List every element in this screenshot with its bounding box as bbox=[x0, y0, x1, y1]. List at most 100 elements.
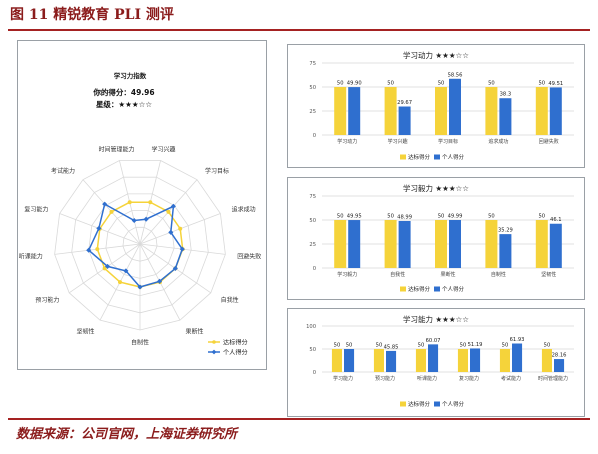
bar-standard bbox=[535, 220, 548, 268]
bar-category-label: 学习兴趣 bbox=[388, 138, 408, 145]
bar-standard bbox=[535, 87, 548, 135]
bar-personal bbox=[549, 223, 562, 268]
radar-ring bbox=[71, 176, 209, 314]
bar-legend-swatch bbox=[434, 286, 440, 292]
radar-score-label: 你的得分：49.96 bbox=[92, 87, 154, 97]
radar-axis-label: 学习兴趣 bbox=[151, 145, 175, 153]
bar-category-label: 复习能力 bbox=[459, 375, 479, 382]
bar-value-label: 48.99 bbox=[397, 214, 412, 220]
radar-ring bbox=[122, 226, 158, 262]
bar-y-tick: 25 bbox=[309, 242, 316, 248]
bar-chart-title: 学习毅力 ★★★☆☆ bbox=[403, 183, 469, 193]
bar-personal bbox=[554, 359, 565, 372]
figure-title: 图 11 精锐教育 PLI 测评 bbox=[10, 7, 174, 23]
bar-y-tick: 50 bbox=[309, 218, 316, 224]
radar-axis-label: 自制性 bbox=[131, 339, 149, 347]
bar-personal bbox=[499, 98, 512, 135]
radar-point-standard bbox=[102, 266, 107, 271]
bar-personal bbox=[428, 344, 439, 372]
bar-value-label: 51.19 bbox=[468, 342, 483, 348]
bar-legend-label: 个人得分 bbox=[442, 400, 465, 408]
bar-standard bbox=[435, 220, 447, 268]
radar-grid bbox=[54, 160, 226, 331]
radar-axis-label: 考试能力 bbox=[51, 167, 75, 175]
bar-personal bbox=[470, 348, 481, 372]
bar-category-label: 考试能力 bbox=[501, 375, 521, 382]
radar-legend-label: 个人得分 bbox=[223, 348, 248, 356]
radar-point-personal bbox=[102, 201, 108, 207]
bar-standard bbox=[373, 349, 384, 372]
bar-legend-label: 个人得分 bbox=[442, 153, 465, 161]
radar-point-standard bbox=[148, 200, 153, 205]
bar-y-tick: 0 bbox=[313, 370, 316, 376]
bar-value-label: 29.67 bbox=[397, 100, 412, 106]
bar-category-label: 预习能力 bbox=[375, 375, 395, 382]
bar-standard bbox=[334, 220, 347, 268]
bar-legend-label: 达标得分 bbox=[408, 400, 431, 408]
radar-chart: 学习力指数 你的得分：49.96 星级：★★★☆☆ 学习兴趣学习目标追求成功回避… bbox=[19, 71, 262, 356]
bar-personal bbox=[344, 349, 355, 372]
bar-personal bbox=[348, 220, 361, 268]
bar-y-tick: 0 bbox=[313, 266, 316, 272]
radar-point-standard bbox=[127, 200, 132, 205]
bar-y-tick: 0 bbox=[313, 133, 316, 139]
bar-value-label: 50 bbox=[544, 343, 551, 349]
bar-standard bbox=[541, 349, 552, 372]
radar-legend-marker bbox=[211, 349, 217, 355]
bar-category-label: 时间管理能力 bbox=[538, 375, 568, 382]
bar-category-label: 自制性 bbox=[491, 271, 506, 278]
bar-legend-swatch bbox=[434, 154, 440, 160]
bar-personal bbox=[398, 106, 411, 135]
radar-ring bbox=[54, 160, 226, 331]
radar-point-standard bbox=[178, 226, 183, 231]
bar-category-label: 自我性 bbox=[390, 271, 405, 278]
bar-legend-swatch bbox=[434, 401, 440, 407]
radar-axis-label: 自我性 bbox=[221, 296, 239, 304]
radar-point-personal bbox=[179, 246, 185, 252]
radar-axis-label: 预习能力 bbox=[35, 296, 59, 304]
radar-axis-label: 果断性 bbox=[186, 327, 204, 335]
radar-axis-label: 时间管理能力 bbox=[99, 145, 135, 153]
bar-personal bbox=[449, 220, 461, 268]
bar-y-tick: 25 bbox=[309, 109, 316, 115]
radar-point-personal bbox=[105, 263, 111, 269]
bar-value-label: 49.95 bbox=[347, 214, 362, 220]
radar-point-personal bbox=[172, 265, 178, 271]
bar-value-label: 50 bbox=[502, 343, 509, 349]
source-note: 数据来源：公司官网，上海证券研究所 bbox=[16, 427, 238, 442]
bar-standard bbox=[384, 220, 397, 268]
bar-category-label: 追求成功 bbox=[488, 138, 508, 145]
radar-axis-label: 学习目标 bbox=[205, 167, 229, 175]
bar-standard bbox=[457, 349, 468, 372]
bar-personal bbox=[386, 350, 397, 372]
bar-personal bbox=[499, 234, 512, 268]
radar-point-personal bbox=[131, 217, 137, 224]
bar-value-label: 50 bbox=[538, 81, 545, 87]
source-rule bbox=[8, 418, 590, 420]
radar-panel: 学习力指数 你的得分：49.96 星级：★★★☆☆ 学习兴趣 学习目标 追求成功 回避… bbox=[17, 40, 267, 370]
bar-value-label: 50 bbox=[334, 343, 341, 349]
radar-axis-label: 回避失败 bbox=[237, 252, 261, 260]
bar-legend-swatch bbox=[400, 286, 406, 292]
bar-value-label: 61.93 bbox=[510, 337, 525, 343]
radar-point-standard bbox=[118, 280, 123, 285]
bar-value-label: 50 bbox=[337, 214, 344, 220]
bar-value-label: 50 bbox=[488, 214, 495, 220]
bar-value-label: 46.1 bbox=[550, 217, 562, 223]
radar-axis-label: 追求成功 bbox=[232, 206, 256, 214]
bar-standard bbox=[334, 87, 347, 135]
radar-series bbox=[86, 200, 185, 290]
bar-value-label: 45.85 bbox=[384, 344, 399, 350]
bar-panel-learning-motivation: 学习动力 ★★★☆☆ 0 25 50 75 50 49.90 学习动力 50 29.67 学习兴趣 5… bbox=[287, 44, 585, 168]
radar-axis-label: 听课能力 bbox=[19, 252, 43, 260]
bar-chart-title: 学习能力 ★★★☆☆ bbox=[403, 314, 469, 324]
bar-value-label: 50 bbox=[460, 343, 467, 349]
bar-value-label: 50 bbox=[488, 81, 495, 87]
bar-standard bbox=[331, 349, 342, 372]
bar-legend-label: 个人得分 bbox=[442, 285, 465, 293]
